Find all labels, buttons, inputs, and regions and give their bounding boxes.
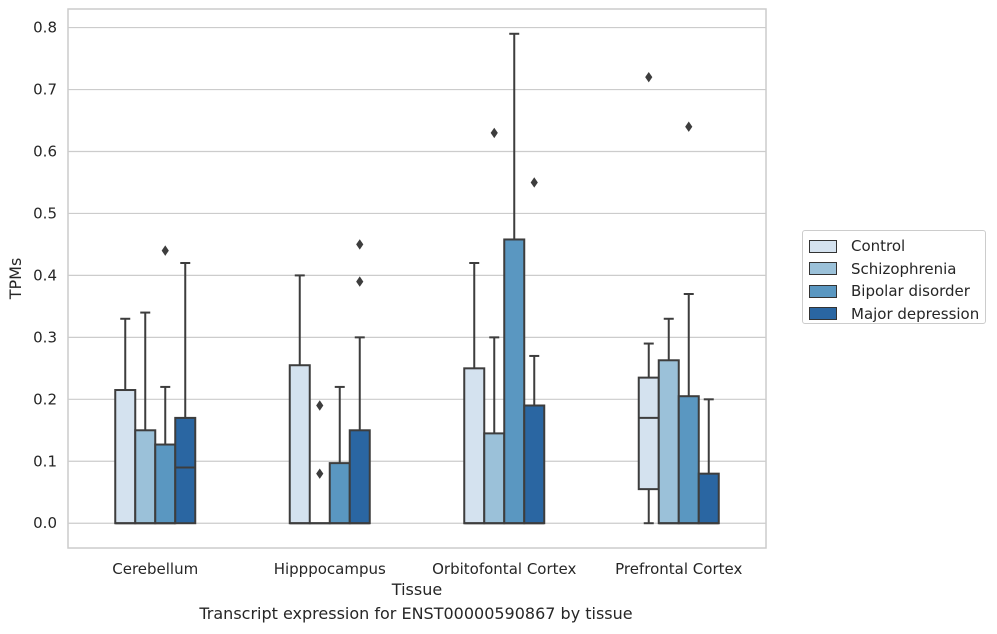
x-tick-label: Prefrontal Cortex [615, 560, 742, 578]
legend-swatch [809, 262, 837, 276]
legend-swatch [809, 284, 837, 298]
box-group [154, 245, 177, 525]
legend-item: Schizophrenia [809, 258, 985, 281]
y-tick-labels: 0.0 0.1 0.2 0.3 0.4 0.5 0.6 0.7 0.8 [33, 19, 57, 533]
x-tick-label: Hipppocampus [274, 560, 386, 578]
x-tick-labels: Cerebellum Hipppocampus Orbitofontal Corte… [112, 560, 742, 578]
legend-label: Control [851, 237, 906, 256]
outlier-point [161, 245, 169, 256]
box-group [677, 121, 700, 525]
box-group [308, 400, 331, 525]
outlier-point [316, 468, 324, 479]
box [174, 416, 197, 525]
outlier-point [316, 400, 324, 411]
box-group [174, 262, 197, 525]
box [677, 395, 700, 525]
legend-swatch [809, 307, 837, 321]
plot-frame [67, 8, 767, 549]
box-group [463, 262, 486, 525]
outlier-point [356, 239, 364, 250]
box-group [637, 71, 660, 525]
legend-item: Control [809, 235, 985, 258]
box [657, 359, 680, 525]
y-axis-label: TPMs [6, 258, 25, 301]
legend-item: Major depression [809, 303, 985, 326]
box-group [523, 177, 546, 525]
x-axis-label: Tissue [391, 580, 442, 599]
legend-swatch [809, 239, 837, 253]
outlier-point [530, 177, 538, 188]
x-tick-label: Orbitofontal Cortex [432, 560, 576, 578]
legend-item: Bipolar disorder [809, 280, 985, 303]
y-tick-label: 0.0 [33, 514, 57, 532]
box-group [328, 385, 351, 525]
box-group [697, 398, 720, 525]
outlier-point [685, 121, 693, 132]
box-group [114, 317, 137, 525]
boxes [114, 32, 720, 525]
outlier-point [356, 276, 364, 287]
legend: Control Schizophrenia Bipolar disorder Majo… [802, 230, 986, 324]
box [328, 462, 351, 525]
legend-label: Bipolar disorder [851, 282, 970, 301]
box [523, 404, 546, 525]
box [348, 429, 371, 525]
legend-label: Major depression [851, 304, 980, 323]
box [114, 389, 137, 525]
y-tick-label: 0.3 [33, 328, 57, 346]
y-tick-label: 0.8 [33, 19, 57, 37]
box [483, 432, 506, 525]
outlier-point [490, 127, 498, 139]
outlier-point [645, 71, 653, 83]
figure-caption: Transcript expression for ENST0000059086… [199, 604, 633, 623]
box [637, 376, 660, 491]
box [154, 443, 177, 525]
box-group [483, 127, 506, 525]
y-tick-label: 0.7 [33, 81, 57, 99]
box-group [134, 311, 157, 525]
box [503, 238, 526, 525]
box [463, 367, 486, 525]
x-tick-label: Cerebellum [112, 560, 198, 578]
box [288, 364, 311, 525]
box-group [503, 32, 526, 525]
y-tick-label: 0.5 [33, 204, 57, 222]
box [697, 472, 720, 525]
y-tick-label: 0.1 [33, 452, 57, 470]
y-tick-label: 0.6 [33, 142, 57, 160]
y-tick-label: 0.2 [33, 390, 57, 408]
legend-label: Schizophrenia [851, 259, 957, 278]
box-group [288, 274, 311, 525]
box [134, 429, 157, 525]
y-tick-label: 0.4 [33, 266, 57, 284]
box-group [657, 317, 680, 525]
box-group [348, 239, 371, 525]
